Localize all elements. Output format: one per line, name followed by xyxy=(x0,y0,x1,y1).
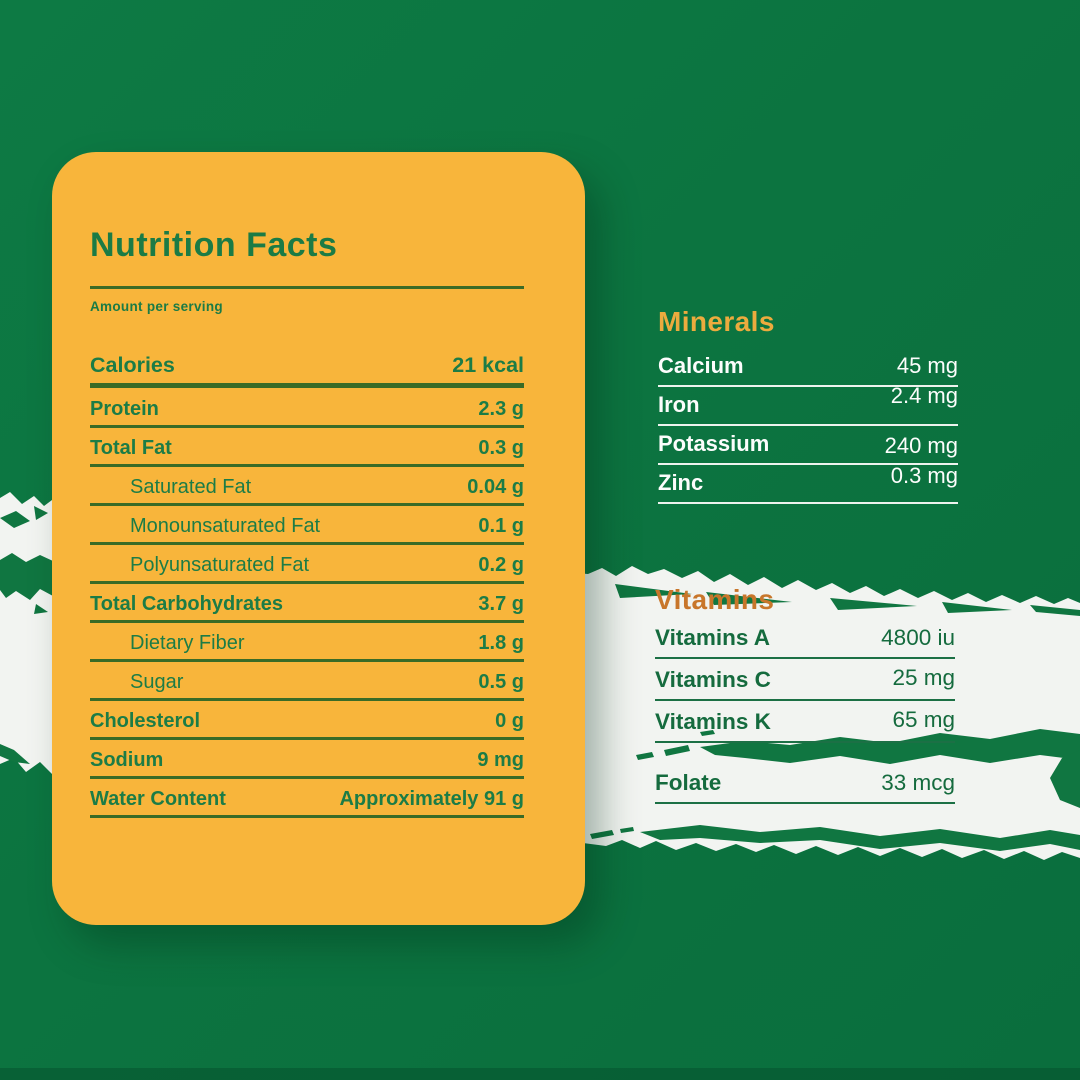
green-blob-right xyxy=(1050,750,1080,808)
row-label: Monounsaturated Fat xyxy=(130,515,321,537)
row-vitamins-k: Vitamins K 65 mg xyxy=(655,707,955,743)
green-stroke-mid-dash-2 xyxy=(636,752,654,760)
green-stroke-mid-dash-3 xyxy=(700,730,715,736)
row-label: Calories xyxy=(90,353,175,377)
green-stroke-thin-dash-2 xyxy=(620,827,634,833)
vitamins-panel: Vitamins Vitamins A 4800 iu Vitamins C 2… xyxy=(655,584,955,812)
row-value: 1.8 g xyxy=(478,632,524,654)
title-divider xyxy=(90,286,524,289)
row-sodium: Sodium 9 mg xyxy=(90,749,524,779)
row-polyunsaturated-fat: Polyunsaturated Fat 0.2 g xyxy=(90,554,524,584)
row-sugar: Sugar 0.5 g xyxy=(90,671,524,701)
green-streak-left xyxy=(0,553,53,600)
card-subtitle: Amount per serving xyxy=(90,299,223,314)
row-total-fat: Total Fat 0.3 g xyxy=(90,437,524,467)
green-fleck-left-1 xyxy=(0,511,30,528)
row-dietary-fiber: Dietary Fiber 1.8 g xyxy=(90,632,524,662)
row-label: Sodium xyxy=(90,749,164,771)
row-vitamins-c: Vitamins C 25 mg xyxy=(655,665,955,701)
row-protein: Protein 2.3 g xyxy=(90,398,524,428)
card-title: Nutrition Facts xyxy=(90,226,338,264)
green-stroke-thin xyxy=(640,825,1080,851)
row-value: 240 mg xyxy=(884,433,958,458)
green-fleck-left-2 xyxy=(34,506,48,520)
row-label: Calcium xyxy=(658,353,744,378)
row-label: Vitamins K xyxy=(655,709,771,734)
row-label: Protein xyxy=(90,398,159,420)
green-stroke-thin-dash-1 xyxy=(590,830,614,839)
row-folate: Folate 33 mcg xyxy=(655,770,955,804)
row-value: Approximately 91 g xyxy=(339,788,524,810)
green-tuft-5 xyxy=(1030,605,1080,616)
minerals-panel: Minerals Calcium 45 mg Iron 2.4 mg Potas… xyxy=(658,306,958,509)
row-label: Total Fat xyxy=(90,437,172,459)
green-tuft-4 xyxy=(942,602,1012,613)
row-value: 0.04 g xyxy=(467,476,524,498)
row-calcium: Calcium 45 mg xyxy=(658,353,958,387)
row-value: 45 mg xyxy=(896,353,958,378)
row-value: 2.3 g xyxy=(478,398,524,420)
bottom-dark-strip xyxy=(0,1068,1080,1080)
row-value: 21 kcal xyxy=(452,353,524,377)
row-label: Polyunsaturated Fat xyxy=(130,554,309,576)
row-value: 25 mg xyxy=(892,665,955,690)
row-value: 4800 iu xyxy=(881,625,955,650)
row-cholesterol: Cholesterol 0 g xyxy=(90,710,524,740)
green-fleck-left-4 xyxy=(34,604,48,614)
row-value: 0.5 g xyxy=(478,671,524,693)
minerals-title: Minerals xyxy=(658,306,775,337)
row-label: Total Carbohydrates xyxy=(90,593,283,615)
row-value: 0.2 g xyxy=(478,554,524,576)
row-label: Zinc xyxy=(658,470,704,495)
row-value: 0.3 g xyxy=(478,437,524,459)
row-label: Folate xyxy=(655,770,722,795)
row-saturated-fat: Saturated Fat 0.04 g xyxy=(90,476,524,506)
row-label: Potassium xyxy=(658,431,770,456)
green-stroke-mid-dash-1 xyxy=(664,745,690,756)
green-tuft-3 xyxy=(830,598,917,610)
row-zinc: Zinc 0.3 mg xyxy=(658,463,958,504)
nutrition-rows: Calories 21 kcal Protein 2.3 g Total Fat… xyxy=(90,354,524,818)
row-label: Saturated Fat xyxy=(130,476,252,498)
row-label: Water Content xyxy=(90,788,226,810)
green-tuft-1 xyxy=(615,584,692,598)
nutrition-facts-card: Nutrition Facts Amount per serving Calor… xyxy=(52,152,585,925)
row-calories: Calories 21 kcal xyxy=(90,354,524,388)
row-value: 0.1 g xyxy=(478,515,524,537)
green-stroke-mid xyxy=(700,729,1080,764)
row-water-content: Water Content Approximately 91 g xyxy=(90,788,524,818)
row-value: 9 mg xyxy=(477,749,524,771)
row-iron: Iron 2.4 mg xyxy=(658,383,958,426)
vitamins-title: Vitamins xyxy=(655,584,775,615)
row-potassium: Potassium 240 mg xyxy=(658,431,958,465)
row-value: 0 g xyxy=(495,710,524,732)
row-total-carbohydrates: Total Carbohydrates 3.7 g xyxy=(90,593,524,623)
row-monounsaturated-fat: Monounsaturated Fat 0.1 g xyxy=(90,515,524,545)
row-label: Iron xyxy=(658,392,700,417)
row-label: Dietary Fiber xyxy=(130,632,245,654)
row-value: 3.7 g xyxy=(478,593,524,615)
row-label: Cholesterol xyxy=(90,710,201,732)
row-value: 65 mg xyxy=(892,707,955,732)
row-label: Sugar xyxy=(130,671,184,693)
row-label: Vitamins C xyxy=(655,667,771,692)
row-label: Vitamins A xyxy=(655,625,771,650)
row-vitamins-a: Vitamins A 4800 iu xyxy=(655,625,955,659)
green-tuft-2 xyxy=(706,592,792,605)
row-value: 0.3 mg xyxy=(890,463,958,488)
row-value: 33 mcg xyxy=(881,770,955,795)
green-fleck-left-3 xyxy=(0,744,30,764)
row-value: 2.4 mg xyxy=(890,383,958,408)
